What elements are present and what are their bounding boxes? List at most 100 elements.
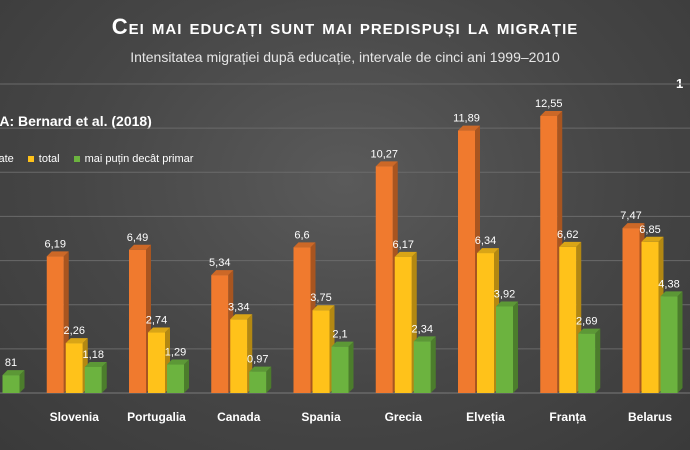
bar-top — [167, 359, 189, 365]
bar-top — [394, 251, 417, 257]
data-label: 2,69 — [576, 316, 597, 328]
category-label: Elveția — [466, 410, 505, 424]
bar-side — [513, 301, 518, 393]
bar-side — [184, 359, 189, 393]
bar-top — [477, 248, 499, 254]
source-label: SA: Bernard et al. (2018) — [0, 113, 152, 129]
data-label: 2,26 — [64, 325, 85, 337]
bar — [660, 296, 678, 393]
legend-swatch-series-3 — [73, 156, 80, 162]
legend-label-series-1: ltate — [0, 153, 14, 165]
bar — [167, 364, 184, 393]
bar — [249, 371, 267, 393]
bar-top — [458, 125, 480, 131]
data-label: 3,75 — [310, 292, 331, 304]
bar — [559, 246, 577, 393]
data-label: 2,74 — [146, 315, 167, 327]
data-label: 1,18 — [83, 349, 104, 361]
bar-side — [19, 370, 25, 393]
bar-top — [578, 328, 601, 334]
category-label: Slovenia — [50, 410, 100, 424]
legend-swatch-series-2 — [27, 156, 34, 162]
bar — [230, 319, 248, 393]
bar-top — [46, 251, 69, 257]
bar — [477, 253, 494, 393]
category-label: Portugalia — [127, 410, 186, 424]
category-label: Canada — [217, 410, 261, 424]
bar-top — [622, 223, 645, 229]
bar — [641, 241, 659, 393]
bar-side — [595, 328, 601, 393]
legend-item-series-1: ltate — [0, 153, 14, 165]
bar — [394, 256, 412, 393]
bar — [65, 343, 83, 393]
bar-top — [496, 301, 518, 307]
bar — [458, 130, 475, 393]
data-label: 6,34 — [475, 235, 496, 247]
legend-label-series-3: mai puțin decât primar — [84, 153, 194, 165]
legend-item-series-3: mai puțin decât primar — [73, 153, 194, 165]
bar — [2, 375, 20, 393]
bar — [578, 333, 596, 393]
data-label: 1,29 — [165, 347, 186, 359]
chart-title: Cei mai educați sunt mai predispuși la m… — [111, 14, 579, 39]
bar — [413, 341, 431, 393]
bar-top — [65, 338, 88, 344]
data-label: 7,47 — [620, 210, 641, 222]
data-label: 6,49 — [127, 232, 148, 244]
category-label: Belarus — [628, 410, 672, 424]
bar-side — [430, 336, 436, 393]
bar — [293, 247, 311, 393]
bar — [312, 310, 330, 393]
bar — [496, 306, 513, 393]
bar-top — [641, 236, 664, 242]
bar — [84, 366, 102, 393]
bar-side — [101, 361, 107, 393]
data-label: 3,92 — [494, 288, 515, 300]
bar — [375, 166, 393, 393]
bar — [46, 256, 64, 393]
data-label: 6,19 — [45, 238, 66, 250]
bar-top — [249, 366, 272, 372]
data-label: 3,34 — [228, 301, 249, 313]
bar — [129, 249, 146, 393]
bar-top — [129, 244, 151, 250]
data-label: 6,85 — [639, 224, 660, 236]
chart-subtitle: Intensitatea migrației după educație, in… — [130, 49, 560, 65]
bar-top — [148, 327, 170, 333]
data-label: 6,17 — [393, 239, 414, 251]
data-label: 4,38 — [658, 278, 679, 290]
data-label: 12,55 — [535, 98, 563, 110]
data-label: 81 — [5, 357, 17, 369]
bar-top — [84, 361, 107, 367]
bar-top — [660, 291, 683, 297]
bar — [211, 275, 229, 393]
category-label: Franța — [549, 410, 586, 424]
category-label: Grecia — [385, 410, 423, 424]
legend-item-series-2: total — [27, 153, 60, 165]
bar-top — [293, 242, 316, 248]
bar-top — [312, 305, 335, 311]
data-label: 6,62 — [557, 229, 578, 241]
bar — [540, 116, 558, 393]
bar-top — [559, 241, 582, 247]
bar — [148, 332, 165, 393]
bar-side — [677, 291, 683, 393]
bar-side — [266, 366, 272, 393]
data-label: 11,89 — [453, 113, 480, 125]
data-label: 2,1 — [332, 329, 347, 341]
data-label: 10,27 — [370, 148, 398, 160]
category-label: Spania — [301, 410, 341, 424]
bar-top — [2, 370, 25, 376]
bar — [331, 346, 349, 393]
legend-label-series-2: total — [38, 153, 60, 165]
data-label: 6,6 — [294, 229, 309, 241]
legend: ltate total mai puțin decât primar — [0, 153, 207, 165]
data-label: 5,34 — [209, 257, 230, 269]
data-label: 0,97 — [247, 354, 268, 366]
bar-top — [211, 270, 234, 276]
bar-top — [331, 341, 354, 347]
bar-top — [540, 111, 563, 117]
bar-top — [230, 314, 253, 320]
